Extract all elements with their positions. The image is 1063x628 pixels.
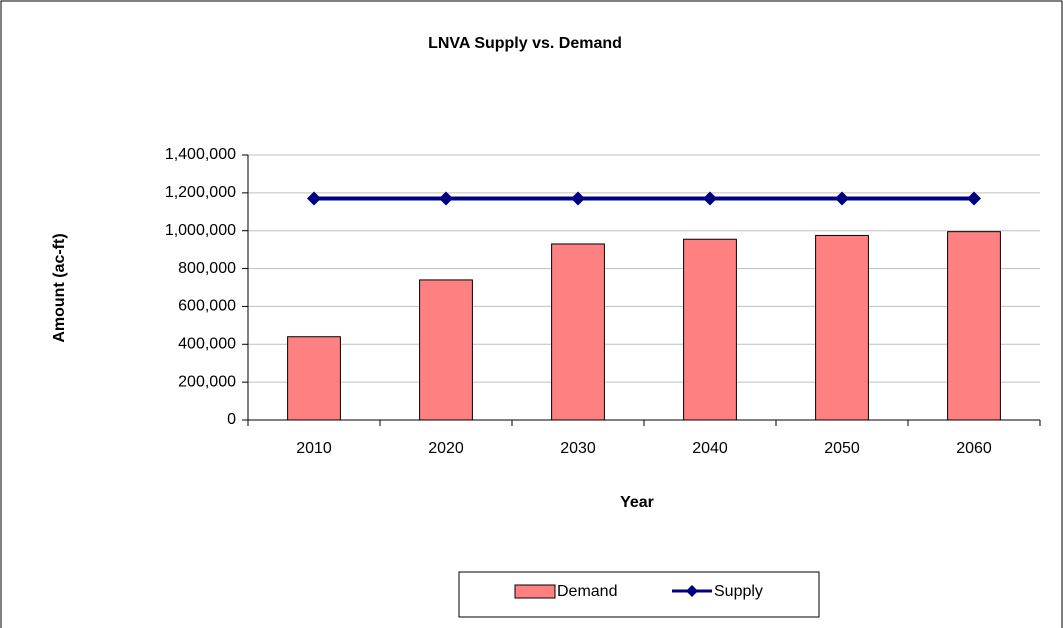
legend-marker: [686, 585, 698, 597]
marker: [439, 191, 453, 206]
marker: [967, 191, 981, 206]
x-tick-label: 2050: [824, 440, 860, 457]
marker: [703, 191, 717, 206]
x-tick-label: 2040: [692, 440, 728, 457]
marker: [571, 191, 585, 206]
bar: [683, 238, 737, 421]
y-axis-label: Amount (ac-ft): [51, 233, 68, 342]
bar: [419, 279, 473, 421]
marker: [307, 191, 321, 206]
legend-label: Supply: [714, 583, 763, 600]
bar: [947, 231, 1001, 421]
y-tick-label: 200,000: [178, 373, 236, 390]
x-tick-label: 2010: [296, 440, 332, 457]
marker: [835, 191, 849, 206]
x-tick-label: 2020: [428, 440, 464, 457]
y-tick-label: 1,000,000: [165, 222, 236, 239]
legend-swatch: [514, 584, 556, 599]
y-tick-label: 1,400,000: [165, 146, 236, 163]
bar: [287, 336, 341, 421]
y-tick-label: 600,000: [178, 298, 236, 315]
legend-box: [458, 571, 820, 618]
x-tick-label: 2060: [956, 440, 992, 457]
x-tick-label: 2030: [560, 440, 596, 457]
chart-title: LNVA Supply vs. Demand: [428, 35, 622, 52]
bar: [815, 234, 869, 421]
bar: [551, 243, 605, 421]
y-tick-label: 1,200,000: [165, 184, 236, 201]
legend-label: Demand: [557, 583, 617, 600]
x-axis-label: Year: [620, 494, 654, 511]
y-tick-label: 800,000: [178, 260, 236, 277]
y-tick-label: 400,000: [178, 336, 236, 353]
y-tick-label: 0: [227, 411, 236, 428]
